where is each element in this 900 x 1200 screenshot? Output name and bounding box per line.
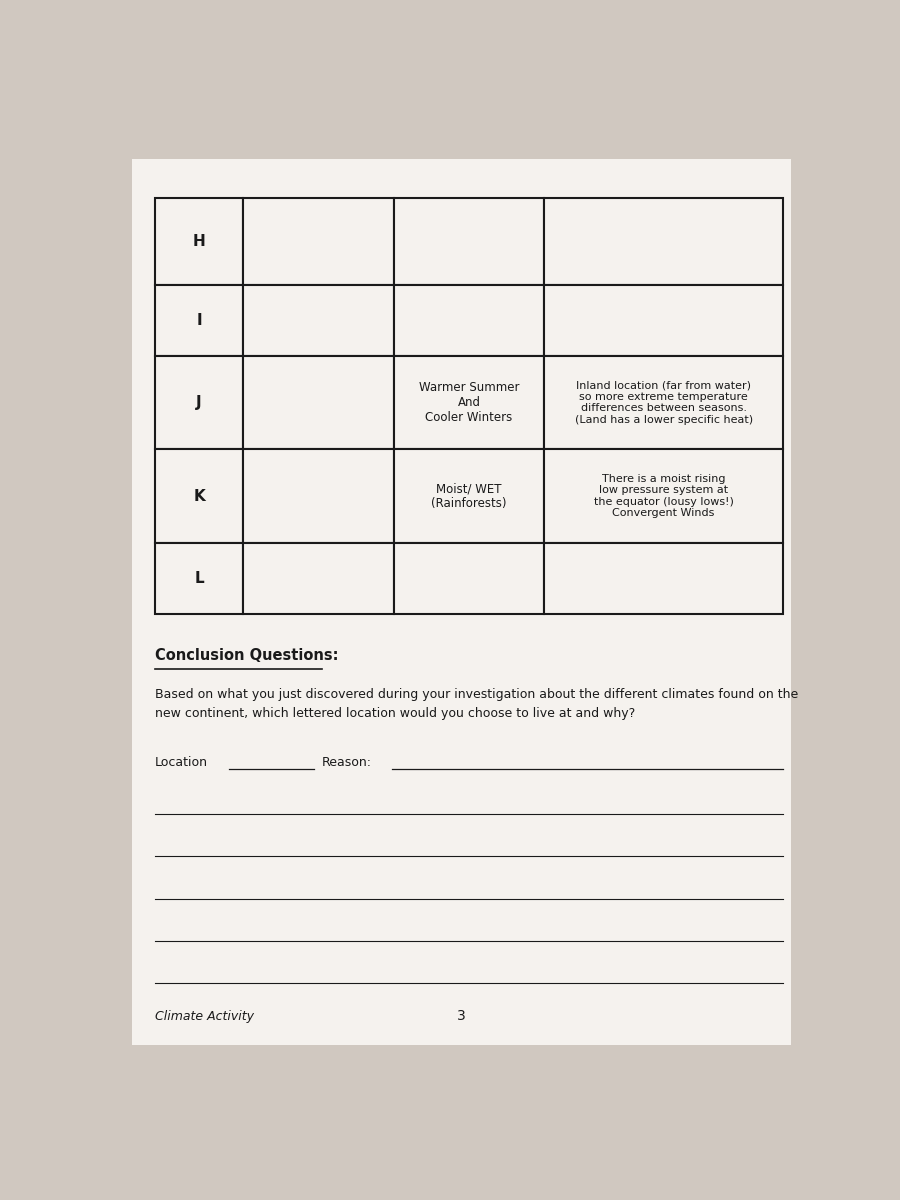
Bar: [393, 449, 544, 542]
Text: Warmer Summer
And
Cooler Winters: Warmer Summer And Cooler Winters: [418, 382, 519, 424]
Bar: [155, 542, 243, 613]
Bar: [544, 356, 783, 449]
Text: Conclusion Questions:: Conclusion Questions:: [155, 648, 338, 664]
Text: H: H: [193, 234, 205, 248]
Bar: [544, 198, 783, 284]
Text: Moist/ WET
(Rainforests): Moist/ WET (Rainforests): [431, 482, 507, 510]
Bar: [544, 284, 783, 356]
Bar: [544, 449, 783, 542]
Bar: [393, 542, 544, 613]
Bar: [393, 284, 544, 356]
Text: J: J: [196, 395, 202, 410]
Bar: [393, 356, 544, 449]
Text: I: I: [196, 313, 202, 328]
Text: Reason:: Reason:: [322, 756, 372, 769]
Bar: [243, 356, 393, 449]
Text: K: K: [194, 488, 205, 504]
Text: Inland location (far from water)
so more extreme temperature
differences between: Inland location (far from water) so more…: [574, 380, 752, 425]
Bar: [155, 198, 243, 284]
Bar: [155, 356, 243, 449]
Text: There is a moist rising
low pressure system at
the equator (lousy lows!)
Converg: There is a moist rising low pressure sys…: [594, 474, 733, 518]
Text: Climate Activity: Climate Activity: [155, 1010, 254, 1024]
Bar: [243, 198, 393, 284]
Bar: [243, 284, 393, 356]
Text: 3: 3: [457, 1009, 465, 1024]
Bar: [243, 542, 393, 613]
Bar: [243, 449, 393, 542]
Bar: [155, 284, 243, 356]
Text: L: L: [194, 571, 204, 586]
Bar: [393, 198, 544, 284]
Text: Based on what you just discovered during your investigation about the different : Based on what you just discovered during…: [155, 689, 798, 720]
Text: Location: Location: [155, 756, 208, 769]
Bar: [155, 449, 243, 542]
Bar: [544, 542, 783, 613]
